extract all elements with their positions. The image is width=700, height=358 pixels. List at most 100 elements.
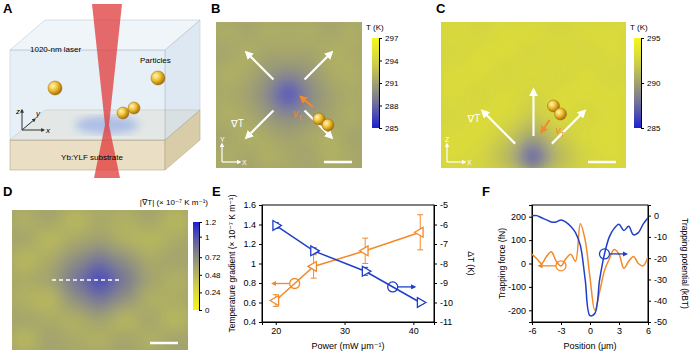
heatmap-cell: [87, 230, 113, 251]
tick-mark: [434, 205, 437, 206]
tick-label: -100: [508, 282, 526, 292]
tick-label: 0: [521, 259, 526, 269]
heatmap-cell: [299, 84, 321, 106]
x-axis-line: [533, 323, 649, 326]
x-axis: 203040: [263, 322, 435, 336]
tick-label: 1.2: [205, 218, 217, 227]
heatmap-cell: [441, 147, 468, 168]
heatmap-cell: [12, 250, 38, 271]
marker: [415, 227, 424, 237]
annotations: ∇TvTXZ: [445, 90, 616, 166]
heatmap-background: [441, 22, 626, 168]
heatmap-cell: [236, 147, 258, 168]
tick: 1.4: [243, 220, 262, 230]
heatmap-cell: [320, 22, 342, 43]
tick-mark: [345, 322, 346, 325]
heatmap-cell: [162, 330, 188, 351]
particle: [151, 71, 165, 85]
heatmap-cell: [236, 84, 258, 106]
heatmap-cell: [37, 250, 63, 271]
heatmap-cell: [62, 230, 88, 251]
heatmap-cell: [62, 290, 88, 311]
label: Particles: [140, 56, 171, 65]
colorbar: [193, 222, 199, 310]
heatmap-cell: [599, 84, 626, 106]
heatmap-cell: [573, 126, 600, 148]
error-bar-cap: [311, 278, 317, 279]
heatmap-cell: [236, 63, 258, 85]
tick-mark: [413, 322, 414, 325]
tick-mark: [259, 225, 262, 226]
heatmap-cell: [257, 42, 279, 64]
tick-mark: [529, 240, 532, 241]
y-axis-title: Trapping force (fN): [497, 228, 507, 299]
arrow: [22, 119, 35, 130]
heatmap-cell: [137, 330, 163, 351]
heatmap-cell: [37, 230, 63, 251]
tick: -10: [434, 298, 453, 308]
heatmap-cell: [162, 270, 188, 291]
plot-frame: [532, 205, 648, 322]
y2-axis: -50-40-30-20-100: [648, 206, 667, 328]
arrow: [483, 111, 516, 144]
colorbar-axis-line: [380, 39, 383, 129]
tick-label: 288: [385, 102, 399, 111]
particle: [322, 119, 334, 131]
tick: -30: [648, 275, 667, 285]
heatmap-cell: [299, 42, 321, 64]
heatmap-cell: [467, 105, 494, 127]
heatmap-cell: [112, 310, 138, 331]
error-bar-cap: [362, 238, 368, 239]
tick-mark: [561, 322, 562, 325]
tick: -6: [434, 220, 448, 230]
arrow: [610, 253, 627, 254]
arrow: [247, 53, 274, 80]
heatmap-cell: [37, 210, 63, 231]
heatmap-cell: [573, 147, 600, 168]
tick: -40: [648, 296, 667, 306]
tick-mark: [379, 106, 382, 107]
tick: -9: [434, 278, 448, 288]
axis-indicator: [388, 282, 415, 292]
heatmap-cell: [257, 126, 279, 148]
tick-mark: [590, 322, 591, 325]
tick: 30: [340, 322, 350, 336]
plot-area: [532, 215, 648, 315]
tick: 1: [199, 233, 210, 242]
heatmap-cell: [341, 147, 362, 168]
tick-label: -3: [557, 326, 565, 336]
tick-label: 200: [511, 212, 526, 222]
marker: [308, 262, 317, 272]
axis-indicator-circle: [388, 282, 398, 292]
heatmap-cell: [216, 147, 237, 168]
scale-bar: [324, 161, 352, 164]
error-bar-cap: [273, 306, 279, 307]
laser-beam: [92, 4, 122, 125]
tick-mark: [648, 322, 651, 323]
tick-mark: [259, 244, 262, 245]
heatmap-cell: [573, 63, 600, 85]
label: Yb:YLF substrate: [61, 153, 123, 162]
particle: [48, 81, 62, 95]
heatmap-cell: [493, 42, 520, 64]
heatmap-cell: [341, 84, 362, 106]
heatmap-cell: [546, 22, 573, 43]
y2-axis: -11-10-9-8-7-6-5: [434, 200, 453, 327]
heatmap-cell: [87, 310, 113, 331]
heatmap-cell: [12, 290, 38, 311]
heatmap-cell: [216, 84, 237, 106]
substrate-front: [10, 140, 165, 170]
tick-mark: [199, 310, 202, 311]
tick-label: -9: [440, 278, 448, 288]
panel-label: E: [212, 184, 221, 199]
tick-mark: [379, 38, 382, 39]
tick: 0: [648, 211, 659, 221]
arrow: [532, 90, 534, 136]
x-axis-title: Position (μm): [563, 341, 616, 351]
tick-mark: [259, 205, 262, 206]
tick-mark: [648, 258, 651, 259]
arrow: [398, 286, 415, 287]
heatmap: [216, 22, 362, 168]
heatmap-cell: [137, 230, 163, 251]
tick-mark: [529, 217, 532, 218]
